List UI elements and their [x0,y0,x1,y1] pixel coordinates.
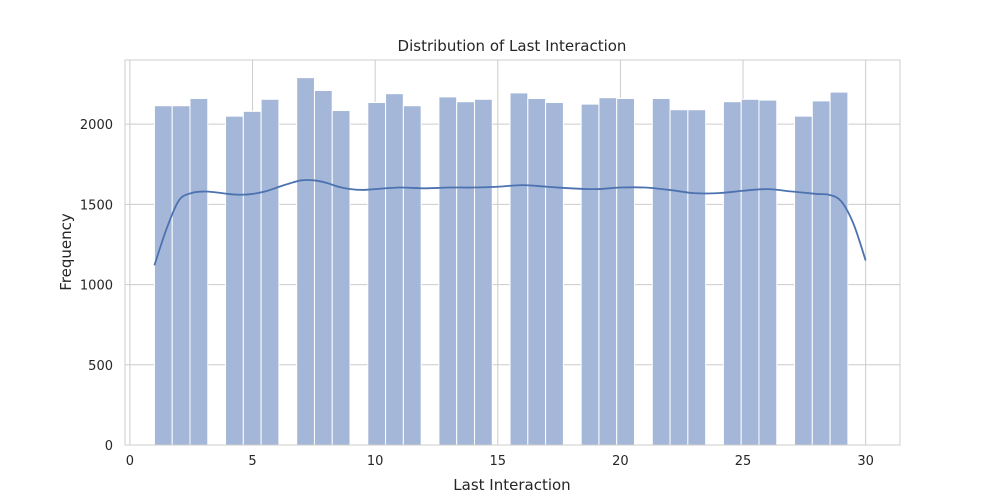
y-tick-label: 500 [88,359,113,374]
x-tick-label: 5 [248,454,256,469]
x-tick-label: 30 [857,454,874,469]
histogram-bar [811,100,831,446]
y-tick-label: 2000 [80,118,113,133]
histogram-bar [296,77,315,446]
y-tick-label: 1500 [80,198,113,213]
x-tick-label: 0 [126,454,134,469]
y-tick-label: 1000 [80,279,113,294]
histogram-bar [260,98,280,446]
histogram-bar [829,91,849,446]
histogram-bar [242,110,262,446]
histogram-bar [651,98,671,446]
histogram-bar [687,109,707,446]
y-axis-label: Frequency [57,213,75,291]
histogram-bar [438,96,458,446]
histogram-bars [153,77,849,446]
histogram-bar [385,93,404,446]
histogram-bar [794,115,813,446]
histogram-bar [580,103,600,446]
histogram-bar [153,105,173,446]
x-axis-label: Last Interaction [453,476,570,494]
x-tick-label: 20 [612,454,629,469]
histogram-bar [171,105,191,446]
histogram-bar [456,101,475,446]
histogram-bar [509,92,529,446]
histogram-bar [545,102,564,446]
x-tick-label: 25 [735,454,752,469]
kde-curve-group [153,179,867,266]
kde-curve [153,179,867,266]
histogram-bar [616,98,636,446]
histogram-bar [225,115,244,446]
histogram-bar [758,99,778,446]
x-tick-label: 15 [490,454,507,469]
plot-frame [124,59,901,446]
histogram-bar [598,97,618,446]
y-tick-label: 0 [105,439,113,454]
histogram-bar [189,98,209,446]
x-tick-labels: 0 5 10 15 20 25 30 [126,454,874,469]
x-tick-label: 10 [367,454,384,469]
histogram-bar [669,109,689,446]
chart-title: Distribution of Last Interaction [398,37,627,55]
histogram-bar [367,102,387,446]
histogram-bar [473,98,493,446]
histogram-bar [313,89,333,446]
histogram-bar [527,98,547,446]
histogram-bar [402,105,422,446]
y-tick-labels: 0 500 1000 1500 2000 [80,118,113,454]
histogram-bar [740,98,760,446]
histogram-bar [331,110,351,446]
histogram-bar [722,101,742,446]
